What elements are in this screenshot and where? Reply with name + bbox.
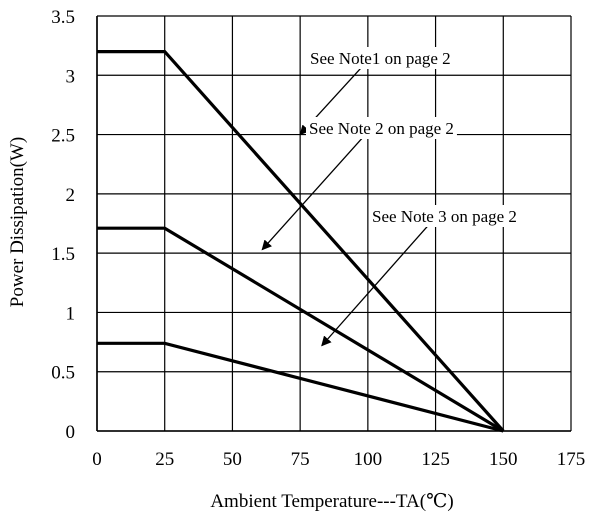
x-tick-label-0: 0 [92, 449, 102, 470]
note-arrow-2 [261, 122, 377, 251]
x-tick-label-7: 175 [557, 449, 586, 470]
y-tick-label-2: 1 [66, 303, 76, 324]
series-lines [97, 49, 505, 433]
y-tick-label-0: 0 [66, 422, 76, 443]
x-tick-label-6: 150 [489, 449, 518, 470]
x-tick-labels: 0 25 50 75 100 125 150 175 [92, 449, 585, 470]
x-tick-label-1: 25 [155, 449, 174, 470]
series-line-1 [97, 49, 505, 433]
note-label-bg-3 [369, 205, 520, 227]
note-arrow-3 [321, 213, 439, 347]
note-label-2: See Note 2 on page 2 [309, 119, 454, 138]
y-tick-label-1: 0.5 [51, 363, 75, 384]
y-tick-label-7: 3.5 [51, 7, 75, 28]
note-label-1: See Note1 on page 2 [310, 49, 451, 68]
annotations: See Note1 on page 2 See Note 2 on page 2 S… [261, 47, 520, 347]
y-tick-label-5: 2.5 [51, 126, 75, 147]
x-tick-label-2: 50 [223, 449, 242, 470]
y-tick-label-4: 2 [66, 185, 76, 206]
series-line-3 [97, 341, 504, 433]
x-tick-label-3: 75 [291, 449, 310, 470]
y-tick-label-3: 1.5 [51, 244, 75, 265]
note-label-bg-2 [306, 117, 457, 139]
y-tick-label-6: 3 [66, 66, 76, 87]
note-label-bg-1 [307, 47, 454, 69]
plot-frame [96, 16, 571, 432]
series-line-2 [97, 226, 505, 433]
y-axis-label: Power Dissipation(W) [7, 137, 28, 307]
x-axis-label: Ambient Temperature---TA(℃) [210, 491, 453, 512]
x-tick-label-4: 100 [354, 449, 383, 470]
x-tick-label-5: 125 [421, 449, 450, 470]
note-label-3: See Note 3 on page 2 [372, 207, 517, 226]
y-tick-labels: 0 0.5 1 1.5 2 2.5 3 3.5 [51, 7, 75, 443]
